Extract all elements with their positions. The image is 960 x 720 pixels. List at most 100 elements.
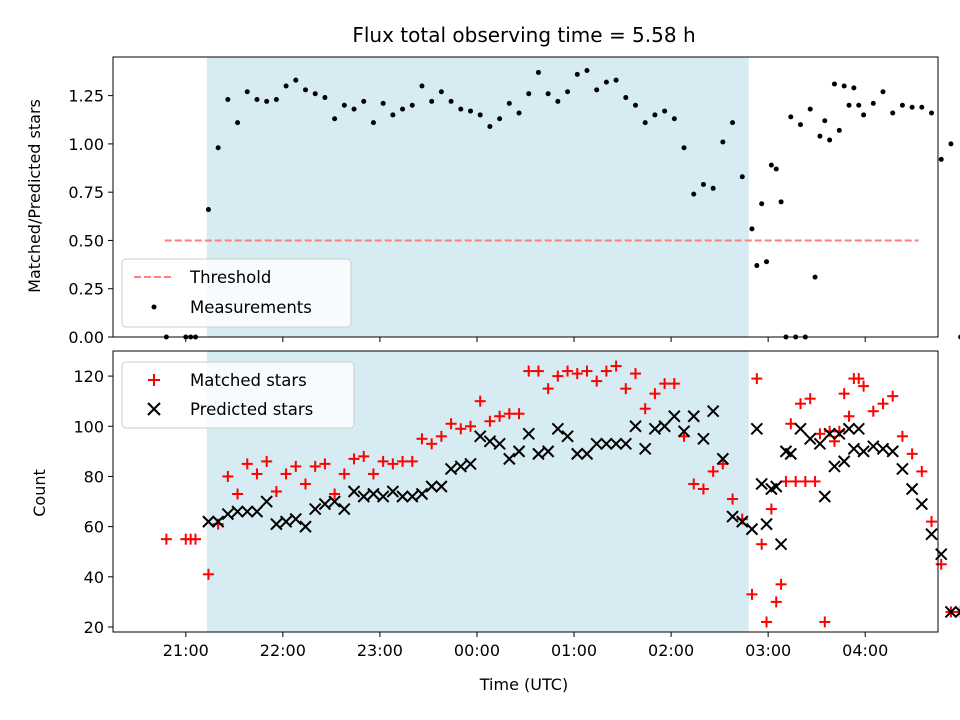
predicted-stars-point: [260, 495, 273, 508]
predicted-stars-point: [944, 605, 958, 619]
count-y-axis: 20 40 60 80 100 120: [73, 367, 113, 637]
predicted-stars-point: [668, 410, 681, 423]
predicted-stars-point: [347, 485, 361, 498]
matched-stars-point: [484, 415, 496, 427]
measurement-point: [293, 77, 299, 83]
measurement-point: [574, 71, 580, 77]
y-tick-label: 100: [73, 417, 104, 436]
ratio-legend: Threshold Measurements: [121, 258, 352, 328]
matched-stars-point: [799, 475, 811, 487]
measurement-point: [390, 112, 396, 118]
matched-stars-point: [532, 365, 544, 377]
matched-stars-point: [190, 533, 201, 545]
matched-stars-point: [562, 365, 574, 377]
measurement-point: [691, 191, 697, 197]
predicted-stars-point: [464, 457, 477, 471]
matched-stars-point: [329, 488, 341, 500]
y-tick-label: 1.00: [68, 135, 104, 154]
predicted-stars-point: [876, 442, 890, 456]
measurement-point: [603, 79, 609, 85]
predicted-stars-point: [425, 480, 438, 493]
predicted-stars-point: [726, 510, 739, 523]
measurement-point: [526, 91, 532, 97]
measurement-point: [909, 104, 915, 110]
predicted-stars-point: [512, 445, 526, 458]
predicted-stars-point: [406, 490, 419, 503]
measurement-point: [380, 100, 386, 106]
predicted-stars-point: [886, 445, 899, 458]
predicted-stars-point: [202, 515, 215, 528]
predicted-stars-point: [677, 425, 691, 438]
ratio-x-axis: [185, 337, 866, 342]
measurement-point: [477, 112, 483, 118]
predicted-stars-point: [221, 507, 235, 521]
measurement-point: [749, 226, 755, 232]
predicted-stars-point: [454, 460, 468, 473]
matched-stars-point: [610, 360, 622, 372]
measurement-point: [205, 207, 211, 213]
predicted-stars-point: [905, 482, 919, 496]
legend-measurements-swatch: [151, 304, 157, 310]
predicted-stars-point: [522, 427, 535, 441]
measurement-point: [788, 114, 794, 120]
predicted-stars-point: [687, 410, 700, 423]
predicted-stars-point: [779, 445, 793, 458]
predicted-stars-point: [367, 487, 380, 501]
matched-stars-point: [877, 398, 889, 410]
matched-stars-point: [348, 453, 360, 465]
matched-stars-point: [746, 588, 758, 600]
measurement-point: [778, 199, 784, 205]
matched-stars-point: [620, 383, 632, 395]
predicted-stars-point: [847, 442, 861, 456]
y-tick-label: 60: [84, 518, 104, 537]
matched-stars-point: [290, 460, 302, 472]
predicted-stars-point: [396, 490, 409, 503]
matched-stars-point: [659, 378, 671, 390]
matched-stars-point: [780, 475, 792, 487]
measurement-point: [880, 89, 886, 95]
measurement-point: [730, 120, 736, 126]
measurement-point: [710, 185, 716, 191]
count-x-axis-label: Time (UTC): [479, 675, 568, 694]
measurement-point: [283, 83, 289, 89]
predicted-stars-point: [318, 497, 332, 511]
measurement-point: [652, 112, 658, 118]
measurement-point: [487, 124, 493, 130]
y-tick-label: 0.25: [68, 280, 104, 299]
predicted-stars-point: [279, 515, 293, 528]
predicted-stars-point: [896, 462, 909, 476]
matched-stars-point: [765, 503, 777, 515]
matched-stars-point: [906, 448, 918, 460]
count-y-axis-label: Count: [30, 469, 49, 517]
ratio-legend-box: [121, 258, 352, 328]
predicted-stars-point: [706, 405, 720, 418]
count-marks: [160, 360, 960, 628]
measurement-point: [861, 112, 867, 118]
predicted-stars-point: [493, 437, 506, 451]
matched-stars-point: [261, 455, 273, 467]
measurement-point: [851, 85, 857, 91]
matched-stars-point: [814, 428, 826, 440]
predicted-stars-point: [435, 480, 448, 493]
legend-measurements-label: Measurements: [190, 298, 312, 317]
matched-stars-point: [319, 458, 331, 470]
measurement-point: [899, 102, 905, 108]
measurement-point: [798, 122, 803, 128]
measurement-point: [759, 201, 765, 207]
measurement-point: [361, 98, 367, 104]
matched-stars-point: [406, 455, 418, 467]
count-legend: Matched stars Predicted stars: [121, 361, 355, 429]
matched-stars-point: [309, 460, 321, 472]
matched-stars-point: [591, 375, 603, 387]
predicted-stars-point: [813, 437, 827, 451]
measurement-point: [254, 96, 260, 102]
matched-stars-point: [232, 488, 244, 500]
measurement-point: [890, 110, 896, 116]
count-plot-frame: [112, 350, 939, 633]
predicted-stars-point: [250, 505, 264, 518]
measurement-point: [409, 102, 415, 108]
measurement-point: [400, 106, 406, 112]
measurement-point: [633, 102, 638, 108]
measurement-point: [341, 102, 347, 108]
